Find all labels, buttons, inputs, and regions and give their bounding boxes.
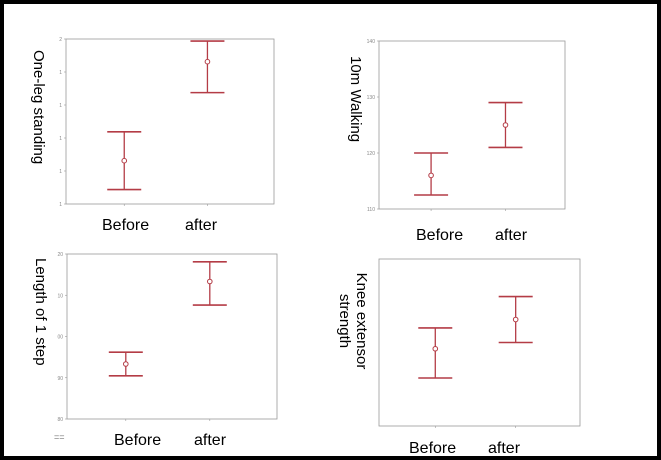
x-category-label: after	[194, 432, 227, 449]
mean-point	[512, 316, 519, 323]
y-tick-label: 1	[59, 169, 62, 175]
y-tick-label: 20	[57, 252, 63, 258]
y-tick-label: 90	[57, 376, 63, 382]
mean-point	[207, 278, 213, 285]
y-tick-label: 80	[57, 417, 63, 423]
y-tick-label: 120	[367, 151, 376, 157]
x-category-label: Before	[409, 440, 457, 457]
corner-mark: ==	[54, 432, 65, 442]
panel-knee-extensor-strength: Knee extensor strength Before after	[324, 244, 657, 457]
x-category-label: Before	[114, 432, 162, 449]
x-category-label: Before	[102, 217, 150, 234]
y-tick-label: 110	[367, 207, 375, 213]
mean-point	[123, 361, 129, 367]
x-category-label: Before	[416, 227, 464, 244]
y-tick-label: 10	[57, 293, 63, 299]
x-category-label: after	[185, 217, 218, 234]
x-category-label: after	[488, 440, 521, 457]
panel-10m-walking: 10m Walking 140 130 120 110 Before after	[324, 4, 657, 244]
y-tick-label: 2	[59, 37, 62, 43]
panel-length-of-1-step: Length of 1 step 20 10 00 90 80 == Before af…	[4, 244, 324, 456]
mean-point	[428, 172, 434, 179]
y-tick-label: 130	[367, 95, 376, 101]
y-tick-label: 1	[59, 103, 62, 109]
errorbar-chart: 20 10 00 90 80	[57, 252, 278, 423]
y-tick-label: 1	[59, 70, 62, 76]
errorbar-chart: 140 130 120 110	[367, 39, 566, 213]
y-tick-label: 00	[57, 335, 63, 341]
errorbar-chart: 2 1 1 1 1 1	[59, 37, 275, 208]
plot-frame	[378, 258, 581, 427]
plot-frame	[65, 38, 275, 205]
mean-point	[121, 157, 128, 164]
errorbar-chart	[378, 258, 581, 428]
mean-point	[502, 122, 509, 128]
y-tick-label: 1	[59, 136, 62, 142]
x-category-label: after	[495, 227, 528, 244]
y-tick-label: 1	[59, 202, 62, 208]
plot-frame	[66, 253, 278, 420]
y-tick-label: 140	[367, 39, 376, 45]
plot-frame	[378, 40, 566, 210]
mean-point	[204, 58, 211, 65]
mean-point	[432, 345, 439, 352]
